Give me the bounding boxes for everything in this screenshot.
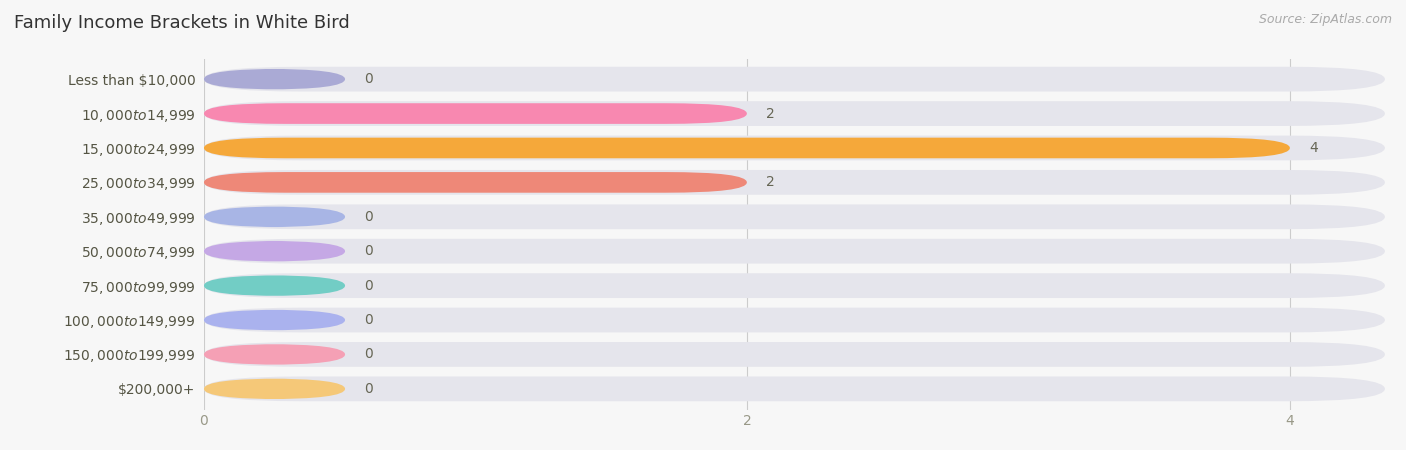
FancyBboxPatch shape <box>204 308 1385 333</box>
FancyBboxPatch shape <box>204 344 344 365</box>
Text: 0: 0 <box>364 313 373 327</box>
Text: 2: 2 <box>766 176 775 189</box>
FancyBboxPatch shape <box>204 135 1385 160</box>
FancyBboxPatch shape <box>204 67 1385 91</box>
FancyBboxPatch shape <box>204 275 344 296</box>
FancyBboxPatch shape <box>204 239 1385 264</box>
Text: 0: 0 <box>364 244 373 258</box>
Text: 0: 0 <box>364 210 373 224</box>
Text: Source: ZipAtlas.com: Source: ZipAtlas.com <box>1258 14 1392 27</box>
FancyBboxPatch shape <box>204 69 344 90</box>
FancyBboxPatch shape <box>204 170 1385 195</box>
FancyBboxPatch shape <box>204 101 1385 126</box>
FancyBboxPatch shape <box>204 241 344 261</box>
Text: 2: 2 <box>766 107 775 121</box>
Text: 0: 0 <box>364 279 373 292</box>
FancyBboxPatch shape <box>204 207 344 227</box>
Text: Family Income Brackets in White Bird: Family Income Brackets in White Bird <box>14 14 350 32</box>
FancyBboxPatch shape <box>204 204 1385 229</box>
FancyBboxPatch shape <box>204 310 344 330</box>
FancyBboxPatch shape <box>204 342 1385 367</box>
Text: 0: 0 <box>364 347 373 361</box>
FancyBboxPatch shape <box>204 138 1289 158</box>
Text: 0: 0 <box>364 382 373 396</box>
FancyBboxPatch shape <box>204 172 747 193</box>
FancyBboxPatch shape <box>204 273 1385 298</box>
FancyBboxPatch shape <box>204 103 747 124</box>
Text: 4: 4 <box>1309 141 1317 155</box>
FancyBboxPatch shape <box>204 378 344 399</box>
Text: 0: 0 <box>364 72 373 86</box>
FancyBboxPatch shape <box>204 377 1385 401</box>
